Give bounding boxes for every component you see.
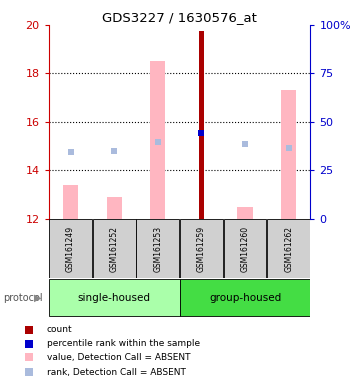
Bar bbox=[49, 220, 92, 278]
Bar bbox=[238, 207, 253, 219]
Text: GSM161252: GSM161252 bbox=[110, 226, 119, 271]
Text: GSM161249: GSM161249 bbox=[66, 225, 75, 272]
Text: single-housed: single-housed bbox=[78, 293, 151, 303]
Bar bbox=[179, 279, 310, 316]
Text: value, Detection Call = ABSENT: value, Detection Call = ABSENT bbox=[47, 353, 191, 362]
Title: GDS3227 / 1630576_at: GDS3227 / 1630576_at bbox=[102, 11, 257, 24]
Bar bbox=[63, 185, 78, 219]
Text: rank, Detection Call = ABSENT: rank, Detection Call = ABSENT bbox=[47, 368, 186, 377]
Text: ▶: ▶ bbox=[34, 293, 42, 303]
Bar bbox=[49, 279, 179, 316]
Text: percentile rank within the sample: percentile rank within the sample bbox=[47, 339, 200, 348]
Bar bbox=[224, 220, 266, 278]
Bar bbox=[281, 90, 296, 219]
Bar bbox=[150, 61, 165, 219]
Bar bbox=[199, 31, 204, 219]
Text: protocol: protocol bbox=[4, 293, 43, 303]
Text: GSM161262: GSM161262 bbox=[284, 226, 293, 271]
Text: GSM161259: GSM161259 bbox=[197, 225, 206, 272]
Bar bbox=[106, 197, 122, 219]
Bar bbox=[136, 220, 179, 278]
Text: group-housed: group-housed bbox=[209, 293, 281, 303]
Text: GSM161260: GSM161260 bbox=[240, 225, 249, 272]
Bar bbox=[93, 220, 135, 278]
Text: count: count bbox=[47, 325, 73, 334]
Bar bbox=[267, 220, 310, 278]
Bar bbox=[180, 220, 223, 278]
Text: GSM161253: GSM161253 bbox=[153, 225, 162, 272]
